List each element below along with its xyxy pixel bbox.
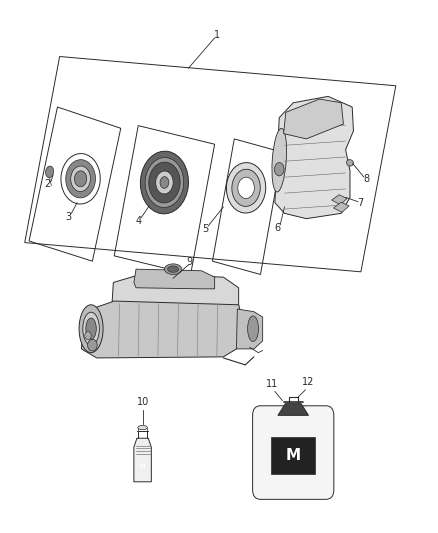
Bar bbox=[272, 437, 315, 474]
Text: M: M bbox=[286, 448, 301, 463]
Ellipse shape bbox=[88, 340, 97, 351]
Text: 11: 11 bbox=[266, 379, 279, 389]
Ellipse shape bbox=[140, 151, 188, 214]
Ellipse shape bbox=[226, 163, 266, 213]
Polygon shape bbox=[81, 301, 243, 358]
Text: 3: 3 bbox=[65, 212, 71, 222]
Polygon shape bbox=[278, 403, 308, 415]
FancyBboxPatch shape bbox=[253, 406, 334, 499]
Text: 2: 2 bbox=[45, 179, 51, 189]
Ellipse shape bbox=[79, 305, 103, 353]
Text: 7: 7 bbox=[357, 198, 364, 208]
Polygon shape bbox=[333, 202, 349, 212]
Polygon shape bbox=[134, 269, 215, 289]
Ellipse shape bbox=[238, 177, 254, 198]
Polygon shape bbox=[112, 274, 239, 317]
Bar bbox=[135, 455, 150, 478]
Ellipse shape bbox=[148, 162, 180, 203]
Ellipse shape bbox=[74, 171, 87, 187]
Polygon shape bbox=[275, 96, 353, 219]
Ellipse shape bbox=[164, 264, 182, 274]
Text: 9: 9 bbox=[187, 257, 193, 267]
Ellipse shape bbox=[83, 312, 99, 345]
Ellipse shape bbox=[145, 158, 184, 207]
Ellipse shape bbox=[138, 425, 148, 430]
Text: M: M bbox=[140, 464, 145, 469]
Ellipse shape bbox=[168, 266, 179, 272]
Ellipse shape bbox=[275, 163, 284, 176]
Ellipse shape bbox=[346, 159, 353, 166]
Ellipse shape bbox=[160, 176, 169, 188]
Text: 6: 6 bbox=[275, 223, 281, 233]
Polygon shape bbox=[237, 309, 263, 349]
Ellipse shape bbox=[85, 332, 91, 340]
Ellipse shape bbox=[272, 128, 286, 192]
Text: 12: 12 bbox=[302, 377, 314, 387]
Text: 10: 10 bbox=[137, 398, 149, 407]
Polygon shape bbox=[284, 99, 343, 139]
Polygon shape bbox=[332, 195, 347, 205]
Text: 1: 1 bbox=[214, 30, 220, 41]
Text: 5: 5 bbox=[202, 224, 208, 235]
Ellipse shape bbox=[232, 169, 260, 206]
Text: 8: 8 bbox=[364, 174, 370, 184]
Ellipse shape bbox=[86, 318, 96, 340]
Ellipse shape bbox=[247, 316, 258, 342]
Ellipse shape bbox=[71, 166, 90, 191]
Ellipse shape bbox=[66, 160, 95, 198]
Ellipse shape bbox=[155, 171, 173, 194]
Text: 4: 4 bbox=[135, 216, 141, 226]
Polygon shape bbox=[134, 438, 151, 482]
Ellipse shape bbox=[46, 166, 53, 177]
